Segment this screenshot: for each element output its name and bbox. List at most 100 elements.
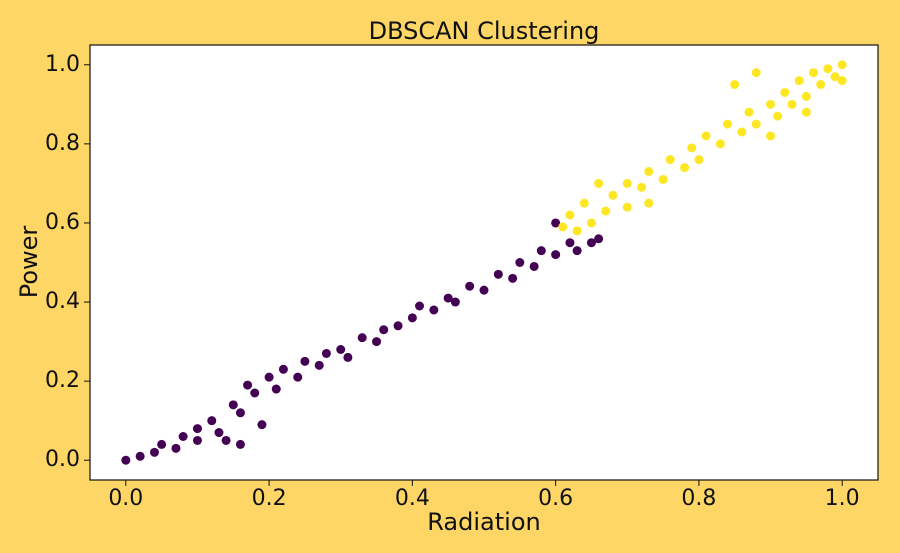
point (178, 432, 188, 441)
point (601, 206, 611, 216)
point (622, 202, 632, 212)
point (214, 428, 224, 438)
point (508, 273, 518, 283)
x-tick-label: 1.0 (825, 486, 860, 511)
point (171, 443, 181, 453)
point (529, 261, 539, 271)
point (300, 356, 310, 366)
point (572, 246, 582, 256)
point (551, 250, 561, 260)
point (715, 139, 725, 149)
x-tick-label: 0.6 (538, 486, 573, 511)
point (794, 76, 804, 86)
point (257, 420, 267, 430)
point (680, 163, 690, 173)
point (336, 345, 346, 354)
point (357, 333, 367, 343)
point (644, 198, 654, 208)
y-tick-label: 0.8 (45, 131, 80, 156)
y-tick-label: 0.4 (45, 289, 80, 314)
y-axis-label: Power (15, 226, 43, 299)
point (837, 60, 847, 70)
point (730, 80, 740, 90)
point (586, 218, 596, 228)
point (801, 107, 811, 117)
point (250, 388, 260, 398)
point (271, 384, 281, 394)
point (586, 238, 596, 248)
point (407, 313, 417, 323)
point (701, 131, 711, 141)
point (809, 68, 819, 78)
point (235, 408, 245, 418)
x-tick-label: 0.8 (681, 486, 716, 511)
point (694, 155, 704, 165)
point (243, 380, 253, 390)
point (558, 222, 568, 232)
point (658, 174, 668, 184)
point (594, 234, 604, 244)
point (450, 297, 460, 307)
x-tick-label: 0.4 (395, 486, 430, 511)
point (493, 269, 503, 279)
point (751, 68, 761, 78)
point (837, 76, 847, 86)
point (622, 178, 632, 188)
point (379, 325, 389, 335)
point (687, 143, 697, 153)
point (157, 439, 167, 449)
point (766, 131, 776, 141)
point (343, 352, 353, 362)
point (135, 451, 145, 461)
point (465, 281, 475, 291)
point (278, 364, 288, 374)
x-tick-label: 0.0 (108, 486, 143, 511)
point (192, 435, 202, 445)
point (780, 87, 790, 97)
point (207, 416, 217, 426)
point (228, 400, 238, 410)
point (372, 337, 382, 347)
point (536, 246, 546, 256)
point (393, 321, 403, 331)
point (773, 111, 783, 121)
point (429, 305, 439, 315)
point (816, 80, 826, 90)
plot-area (89, 44, 879, 481)
point (314, 360, 324, 370)
point (192, 424, 202, 434)
point (751, 119, 761, 129)
x-tick-label: 0.2 (252, 486, 287, 511)
point (637, 182, 647, 192)
point (443, 293, 453, 303)
y-tick-label: 0.6 (45, 210, 80, 235)
point (479, 285, 489, 295)
point (823, 64, 833, 74)
chart-title: DBSCAN Clustering (369, 17, 600, 45)
x-axis-label: Radiation (427, 508, 540, 536)
y-tick-label: 0.0 (45, 447, 80, 472)
point (221, 435, 231, 445)
point (830, 72, 840, 82)
point (235, 439, 245, 449)
point (121, 455, 131, 465)
point (787, 99, 797, 109)
point (565, 238, 575, 248)
point (608, 190, 618, 200)
point (737, 127, 747, 137)
point (293, 372, 303, 382)
point (665, 155, 675, 165)
point (515, 258, 525, 267)
point (572, 226, 582, 236)
point (579, 198, 589, 208)
point (766, 99, 776, 109)
point (594, 178, 604, 188)
y-tick-label: 1.0 (45, 52, 80, 77)
point (644, 167, 654, 177)
y-tick-label: 0.2 (45, 368, 80, 393)
point (744, 107, 754, 117)
point (264, 372, 274, 382)
point (723, 119, 733, 129)
